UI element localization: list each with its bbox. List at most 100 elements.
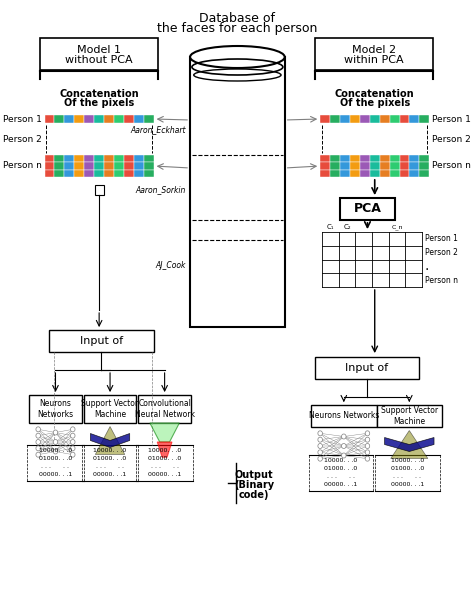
Text: Person 1: Person 1 (432, 115, 471, 123)
Bar (419, 170, 429, 177)
Circle shape (342, 434, 346, 439)
Bar (74, 155, 84, 162)
Text: Concatenation: Concatenation (59, 89, 139, 99)
Bar (144, 162, 154, 170)
Bar (40, 38, 158, 70)
Bar (340, 115, 350, 123)
Text: Input of: Input of (80, 336, 123, 346)
Bar (315, 38, 433, 70)
Circle shape (318, 437, 322, 442)
Bar (84, 155, 94, 162)
Polygon shape (391, 430, 428, 458)
Circle shape (36, 427, 40, 432)
Bar (360, 115, 370, 123)
Text: Output: Output (235, 470, 273, 480)
Bar (64, 162, 74, 170)
Circle shape (71, 427, 75, 432)
Circle shape (365, 450, 370, 455)
Bar (311, 405, 376, 427)
Circle shape (318, 444, 322, 449)
Circle shape (36, 439, 40, 444)
Bar (74, 170, 84, 177)
Text: Person 1: Person 1 (425, 234, 457, 243)
Text: Database of: Database of (200, 12, 275, 25)
Circle shape (318, 431, 322, 436)
Bar (84, 170, 94, 177)
Bar (94, 170, 104, 177)
Bar (400, 170, 410, 177)
Bar (419, 155, 429, 162)
Text: Person 2: Person 2 (432, 135, 471, 143)
Bar (410, 155, 419, 162)
Circle shape (342, 453, 346, 458)
Text: 00000. . .1: 00000. . .1 (391, 483, 424, 487)
Bar (330, 162, 340, 170)
Circle shape (365, 437, 370, 442)
Bar (400, 155, 410, 162)
Bar (360, 170, 370, 177)
Bar (104, 155, 114, 162)
Circle shape (53, 439, 58, 444)
Text: Person 1: Person 1 (3, 115, 42, 123)
Text: . . .      . .: . . . . . (327, 475, 355, 480)
Bar (114, 115, 124, 123)
Text: 10000. . .0: 10000. . .0 (93, 449, 127, 453)
Bar (380, 115, 390, 123)
Polygon shape (384, 438, 434, 452)
Bar (370, 155, 380, 162)
Text: C_n: C_n (391, 224, 403, 230)
Polygon shape (157, 442, 172, 457)
Bar (400, 162, 410, 170)
Ellipse shape (190, 46, 285, 68)
Text: Of the pixels: Of the pixels (64, 98, 134, 108)
Bar (330, 115, 340, 123)
Bar (380, 170, 390, 177)
Bar (45, 155, 55, 162)
Bar (104, 162, 114, 170)
Text: 00000. . .1: 00000. . .1 (324, 483, 358, 487)
Bar (64, 115, 74, 123)
Bar (315, 357, 419, 379)
Bar (124, 162, 134, 170)
Bar (114, 162, 124, 170)
Bar (74, 115, 84, 123)
Bar (350, 155, 360, 162)
Bar (410, 170, 419, 177)
Bar (84, 115, 94, 123)
Bar (94, 155, 104, 162)
Text: . . .      . .: . . . . . (42, 464, 70, 469)
Text: Model 1: Model 1 (77, 45, 121, 55)
Bar (320, 115, 330, 123)
Bar (340, 155, 350, 162)
Bar (124, 170, 134, 177)
Text: Aaron_Sorkin: Aaron_Sorkin (135, 186, 185, 194)
Bar (370, 170, 380, 177)
Bar (134, 162, 144, 170)
Bar (380, 162, 390, 170)
Text: 01000. . .0: 01000. . .0 (148, 456, 181, 461)
Text: 01000. . .0: 01000. . .0 (324, 467, 358, 472)
Bar (410, 115, 419, 123)
Bar (134, 170, 144, 177)
Polygon shape (95, 427, 125, 455)
Bar (94, 162, 104, 170)
Bar (114, 155, 124, 162)
Bar (340, 198, 395, 220)
Bar (84, 162, 94, 170)
Text: 01000. . .0: 01000. . .0 (39, 456, 72, 461)
Bar (390, 162, 400, 170)
Text: C₂: C₂ (343, 224, 351, 230)
Bar (29, 395, 82, 423)
Bar (320, 162, 330, 170)
Text: . . .      . .: . . . . . (151, 464, 179, 469)
Text: Concatenation: Concatenation (335, 89, 415, 99)
Bar (144, 170, 154, 177)
Text: without PCA: without PCA (65, 55, 133, 65)
Bar (104, 115, 114, 123)
Text: PCA: PCA (354, 203, 382, 215)
Circle shape (36, 446, 40, 451)
Circle shape (53, 430, 58, 435)
Text: .: . (425, 259, 429, 273)
Bar (144, 115, 154, 123)
Bar (144, 155, 154, 162)
